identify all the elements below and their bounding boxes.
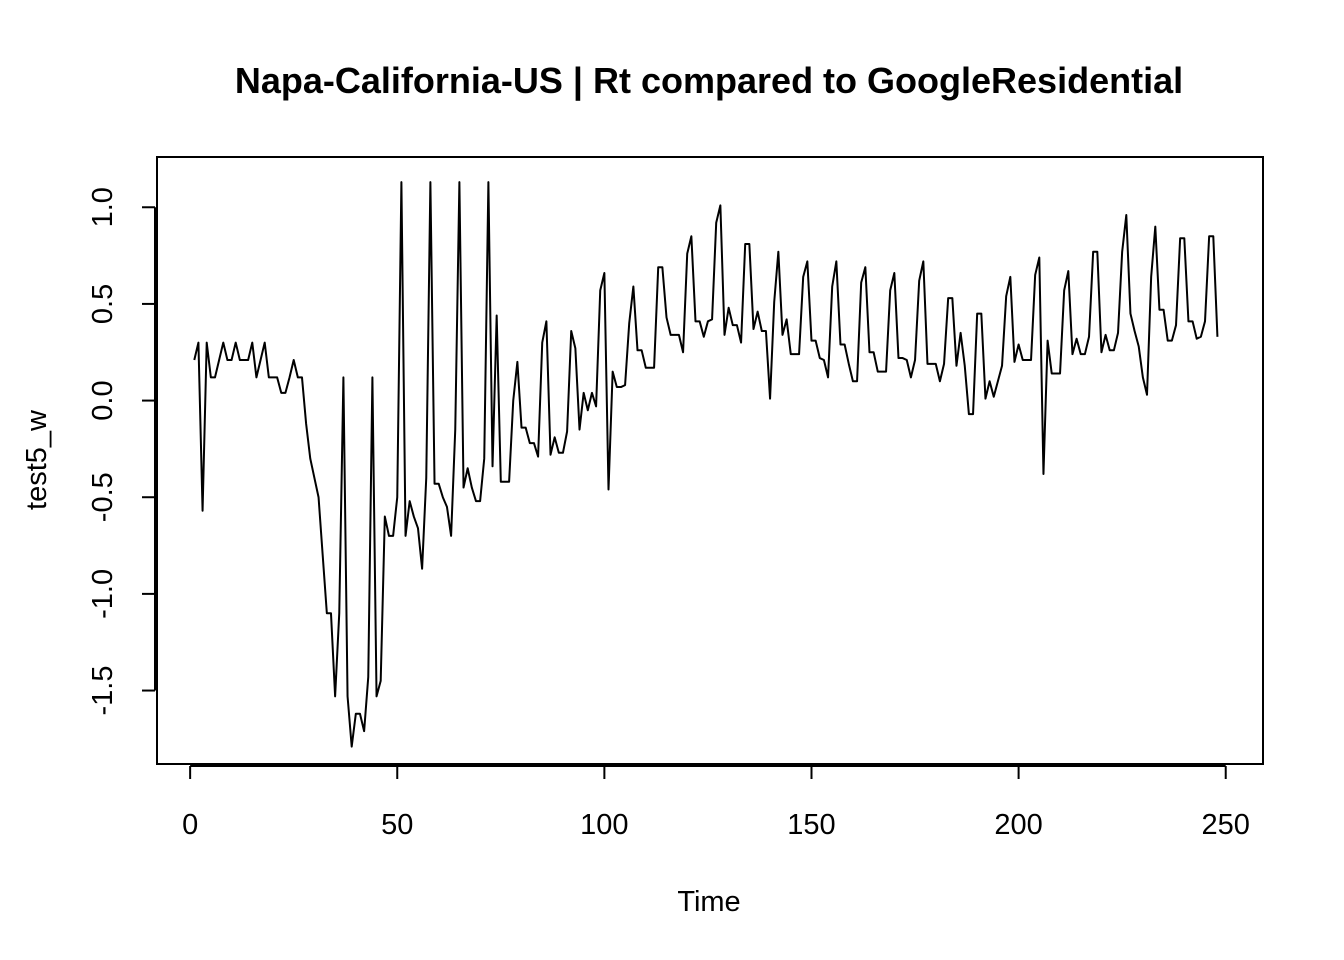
chart-title: Napa-California-US | Rt compared to Goog… bbox=[235, 60, 1183, 102]
series-line bbox=[193, 181, 1219, 748]
x-axis-title: Time bbox=[677, 886, 740, 918]
y-tick-label: 1.0 bbox=[87, 187, 119, 227]
x-tick-label: 0 bbox=[182, 809, 198, 841]
y-axis: -1.5 -1.0 -0.5 0.0 0.5 1.0 bbox=[87, 187, 156, 716]
y-tick-label: -1.5 bbox=[87, 666, 119, 716]
y-tick-label: 0.0 bbox=[87, 380, 119, 420]
y-tick-label: -1.0 bbox=[87, 569, 119, 619]
x-tick-label: 50 bbox=[381, 809, 413, 841]
x-tick-label: 150 bbox=[787, 809, 835, 841]
x-tick-label: 100 bbox=[580, 809, 628, 841]
y-axis-title: test5_w bbox=[21, 409, 53, 510]
x-tick-label: 250 bbox=[1202, 809, 1250, 841]
plot-frame bbox=[156, 156, 1264, 765]
y-tick-label: 0.5 bbox=[87, 284, 119, 324]
x-axis: 0 50 100 150 200 250 bbox=[182, 765, 1250, 841]
y-tick-label: -0.5 bbox=[87, 472, 119, 522]
x-tick-label: 200 bbox=[994, 809, 1042, 841]
